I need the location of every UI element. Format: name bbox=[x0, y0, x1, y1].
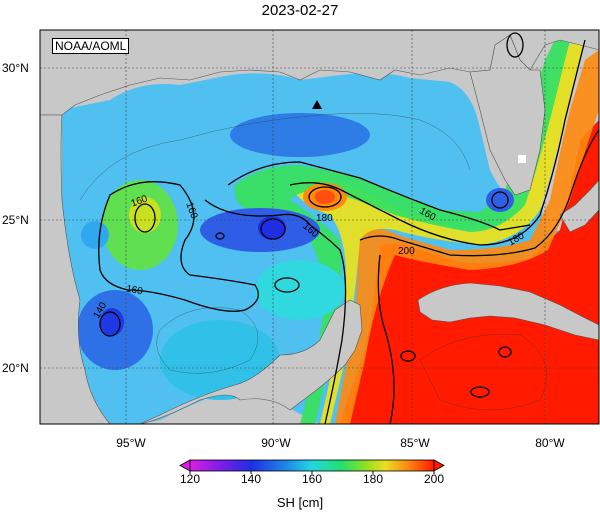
graticule bbox=[40, 30, 599, 424]
north-low bbox=[230, 113, 370, 157]
east-low bbox=[486, 188, 514, 212]
lon-label: 90°W bbox=[261, 436, 291, 450]
lat-label: 30°N bbox=[2, 61, 29, 75]
colorbar-title: SH [cm] bbox=[276, 495, 324, 510]
contours bbox=[98, 32, 599, 424]
mexico-coast bbox=[40, 114, 111, 424]
lon-label: 85°W bbox=[400, 436, 430, 450]
west-teal-patch bbox=[81, 221, 109, 249]
colorbar-tick: 200 bbox=[423, 472, 445, 486]
lon-label: 80°W bbox=[535, 436, 565, 450]
contour-label: 200 bbox=[398, 246, 415, 257]
map-title: 2023-02-27 bbox=[261, 2, 339, 19]
loop-current-yellow bbox=[290, 40, 585, 424]
yucatan bbox=[139, 299, 363, 424]
caribbean-warm bbox=[340, 120, 599, 424]
sw-low-core bbox=[100, 308, 124, 336]
thin-contours bbox=[79, 113, 547, 411]
bahamas bbox=[559, 179, 599, 233]
colorbar-tick: 160 bbox=[301, 472, 323, 486]
credit-label: NOAA/AOML bbox=[52, 38, 130, 54]
contour-label: 180 bbox=[316, 213, 333, 224]
colorbar bbox=[179, 459, 445, 474]
lake-okeechobee bbox=[518, 155, 526, 163]
center-cyan bbox=[255, 260, 345, 320]
colorbar-tick: 180 bbox=[362, 472, 384, 486]
us-gulf-coast bbox=[40, 30, 599, 116]
warm-eddy-core bbox=[315, 190, 335, 204]
lat-label: 25°N bbox=[2, 213, 29, 227]
lat-label: 20°N bbox=[2, 361, 29, 375]
lon-label: 95°W bbox=[116, 436, 146, 450]
station-marker bbox=[312, 100, 322, 109]
colorbar-tick: 140 bbox=[240, 472, 262, 486]
west-yellow-patch bbox=[129, 197, 161, 233]
colorbar-tick: 120 bbox=[179, 472, 201, 486]
map-frame bbox=[39, 29, 600, 425]
